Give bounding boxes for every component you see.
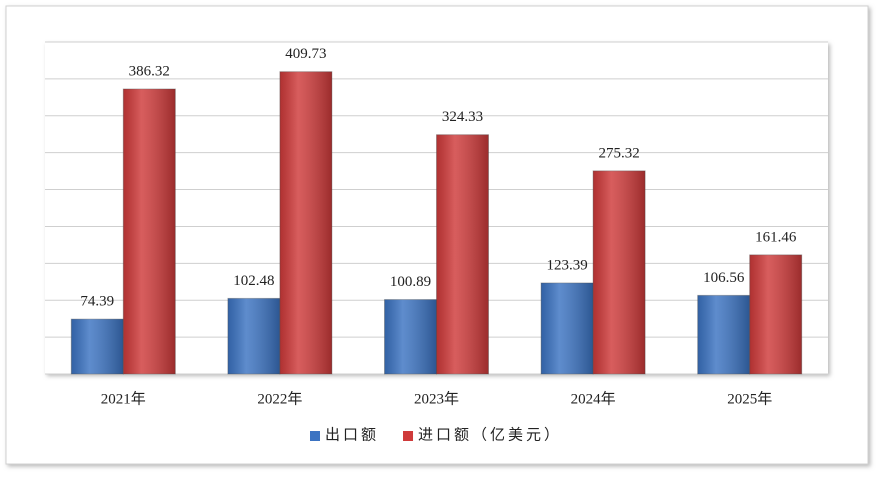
value-label: 74.39 bbox=[80, 294, 114, 310]
value-label: 106.56 bbox=[703, 270, 745, 286]
value-label: 386.32 bbox=[129, 63, 170, 79]
bar-shading bbox=[384, 299, 437, 374]
value-label: 275.32 bbox=[598, 145, 639, 161]
bar-shading bbox=[541, 282, 594, 374]
x-tick-label: 2021年 bbox=[101, 390, 146, 407]
value-label: 102.48 bbox=[233, 273, 274, 289]
bar-shading bbox=[279, 71, 332, 374]
bar-shading bbox=[697, 295, 750, 374]
legend-swatch bbox=[310, 431, 320, 441]
bar-shading bbox=[123, 88, 176, 374]
bar-shading bbox=[227, 298, 280, 374]
value-label: 324.33 bbox=[442, 109, 483, 125]
value-label: 161.46 bbox=[755, 229, 797, 245]
legend-swatch bbox=[403, 431, 414, 441]
x-tick-label: 2023年 bbox=[414, 390, 459, 407]
x-tick-label: 2024年 bbox=[571, 390, 616, 407]
value-label: 409.73 bbox=[285, 46, 326, 62]
bar-shading bbox=[749, 254, 802, 374]
bar-shading bbox=[436, 134, 489, 374]
legend-label: 进口额（亿美元） bbox=[418, 426, 562, 443]
bar-shading bbox=[593, 170, 646, 374]
legend-label: 出口额 bbox=[325, 426, 379, 443]
x-tick-label: 2022年 bbox=[257, 390, 302, 407]
value-label: 123.39 bbox=[546, 257, 587, 273]
x-tick-label: 2025年 bbox=[727, 390, 772, 407]
value-label: 100.89 bbox=[390, 274, 431, 290]
bar-shading bbox=[71, 319, 124, 374]
